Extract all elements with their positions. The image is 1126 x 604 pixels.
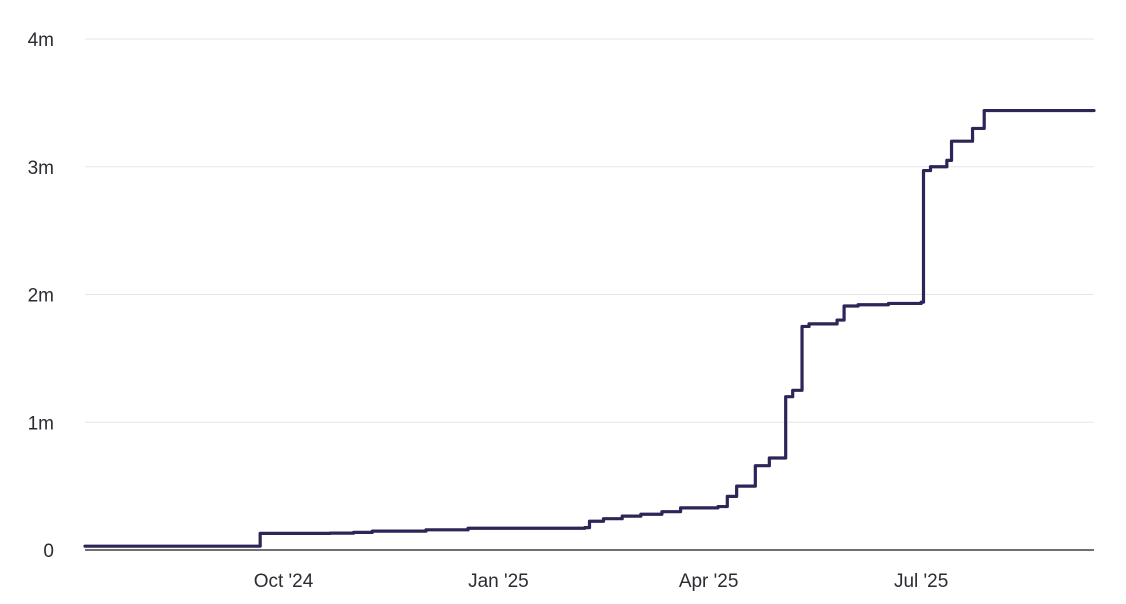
y-tick-label: 1m [28,413,54,434]
x-axis-ticks: Oct '24 Jan '25 Apr '25 Jul '25 [254,571,949,592]
x-tick-label: Oct '24 [254,571,314,592]
x-tick-label: Jul '25 [894,571,948,592]
series-line [83,108,1096,548]
y-tick-label: 2m [28,286,54,307]
y-axis-ticks: 0 1m 2m 3m 4m [28,30,54,562]
series-layer [83,108,1096,548]
gridlines [85,38,1094,423]
y-tick-label: 0 [43,541,54,562]
x-tick-label: Apr '25 [679,571,739,592]
y-tick-label: 4m [28,30,54,51]
x-tick-label: Jan '25 [468,571,529,592]
y-tick-label: 3m [28,158,54,179]
